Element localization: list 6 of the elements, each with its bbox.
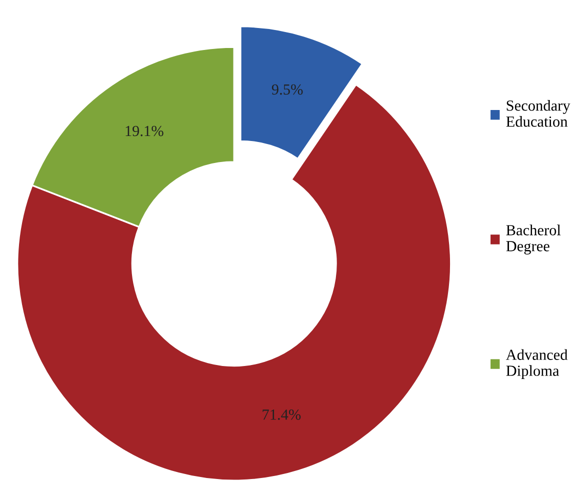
- legend-label: Secondary Education: [506, 100, 570, 127]
- data-label: 9.5%: [272, 84, 303, 95]
- data-label: 19.1%: [126, 126, 164, 136]
- legend-label: Bacherol Degree: [506, 224, 561, 254]
- legend-label: Advanced Diploma: [506, 349, 568, 380]
- data-label: 71.4%: [262, 409, 301, 420]
